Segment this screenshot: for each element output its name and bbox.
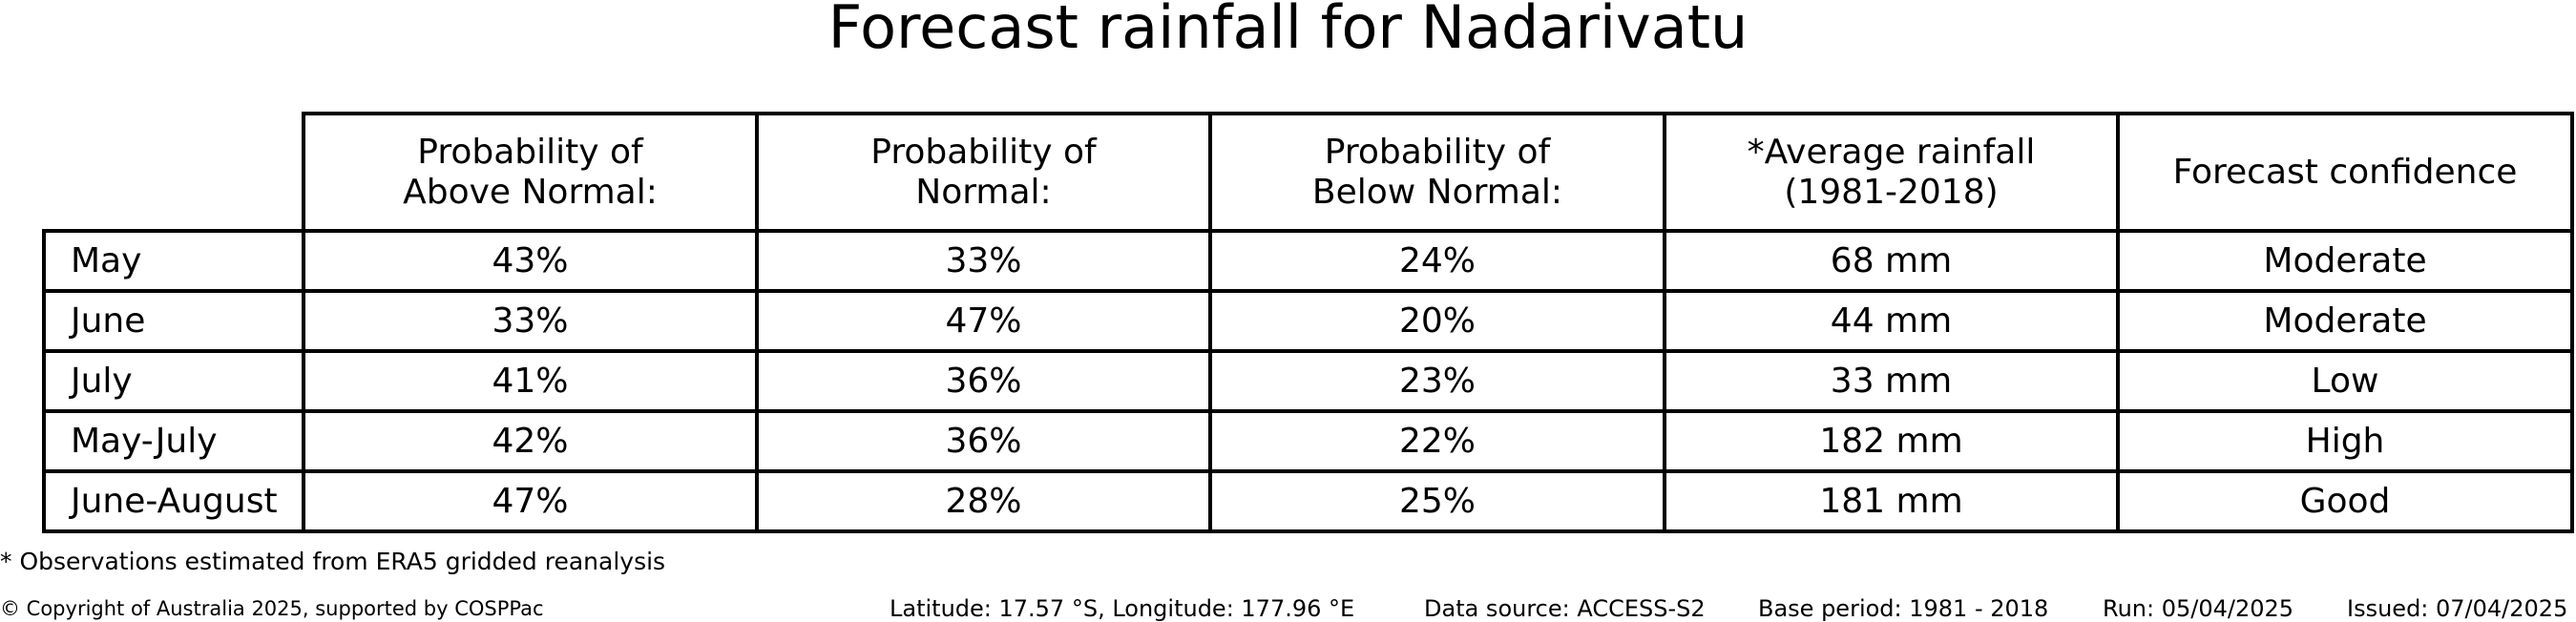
base-period-text: Base period: 1981 - 2018 [1758,595,2049,622]
table-row: June 33% 47% 20% 44 mm Moderate [42,289,2574,353]
table-cell: 33% [302,289,759,353]
table-cell: Low [2116,349,2574,413]
table-cell: 28% [755,469,1212,533]
table-cell: 68 mm [1663,229,2120,293]
copyright-text: © Copyright of Australia 2025, supported… [0,597,544,620]
table-cell: 41% [302,349,759,413]
column-header: *Average rainfall (1981-2018) [1663,112,2120,233]
table-cell: 33 mm [1663,349,2120,413]
table-cell: 47% [755,289,1212,353]
column-header: Forecast confidence [2116,112,2574,233]
column-header: Probability of Above Normal: [302,112,759,233]
row-label: May-July [42,409,305,473]
table-cell: 20% [1208,289,1666,353]
row-label: May [42,229,305,293]
table-cell: 181 mm [1663,469,2120,533]
table-cell: 43% [302,229,759,293]
column-header: Probability of Below Normal: [1208,112,1666,233]
table-cell: 23% [1208,349,1666,413]
table-cell: 25% [1208,469,1666,533]
forecast-table: Probability of Above Normal: Probability … [42,112,2574,533]
table-row: July 41% 36% 23% 33 mm Low [42,349,2574,413]
table-cell: 44 mm [1663,289,2120,353]
data-source-text: Data source: ACCESS-S2 [1424,595,1706,622]
table-cell: 33% [755,229,1212,293]
row-label: June [42,289,305,353]
column-header: Probability of Normal: [755,112,1212,233]
table-row: June-August 47% 28% 25% 181 mm Good [42,469,2574,533]
corner-cell [44,114,305,233]
table-cell: 36% [755,349,1212,413]
table-row: May 43% 33% 24% 68 mm Moderate [42,229,2574,293]
table-cell: 36% [755,409,1212,473]
table-cell: High [2116,409,2574,473]
header-row: Probability of Above Normal: Probability … [44,112,2574,233]
table-row: May-July 42% 36% 22% 182 mm High [42,409,2574,473]
chart-title: Forecast rainfall for Nadarivatu [827,0,1749,62]
table-cell: Moderate [2116,229,2574,293]
table-cell: 42% [302,409,759,473]
location-text: Latitude: 17.57 °S, Longitude: 177.96 °E [890,595,1355,622]
table-cell: 24% [1208,229,1666,293]
table-cell: 22% [1208,409,1666,473]
issued-date-text: Issued: 07/04/2025 [2347,595,2568,622]
footnote: * Observations estimated from ERA5 gridd… [0,548,666,575]
row-label: July [42,349,305,413]
table-cell: 182 mm [1663,409,2120,473]
table-cell: Good [2116,469,2574,533]
table-cell: Moderate [2116,289,2574,353]
run-date-text: Run: 05/04/2025 [2103,595,2294,622]
row-label: June-August [42,469,305,533]
table-cell: 47% [302,469,759,533]
